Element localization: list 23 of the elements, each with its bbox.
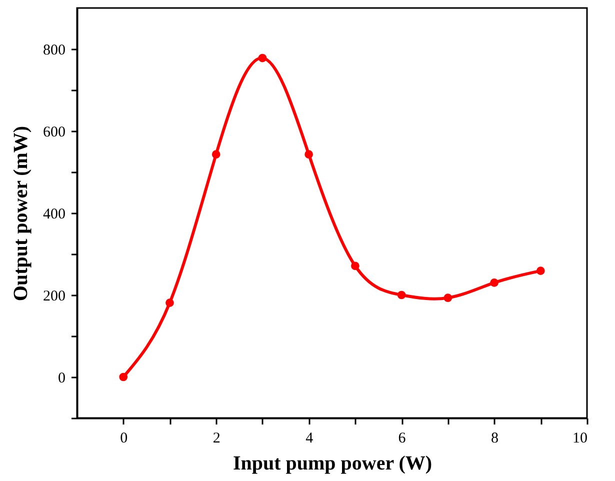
x-tick-label: 8 [491, 430, 499, 446]
y-tick-label: 200 [43, 288, 66, 304]
point [258, 54, 267, 62]
point [166, 298, 174, 307]
x-tick-label: 0 [120, 430, 128, 446]
point [397, 290, 406, 300]
y-tick-label: 600 [43, 124, 66, 140]
point [351, 262, 360, 270]
point [304, 150, 313, 159]
point [490, 278, 498, 287]
point [536, 266, 545, 275]
x-axis-title: Input pump power (W) [232, 452, 432, 474]
y-tick-label: 0 [58, 370, 66, 386]
x-tick-label: 10 [572, 430, 588, 446]
point [444, 294, 452, 302]
x-tick-label: 2 [212, 430, 220, 446]
y-tick-label: 800 [43, 42, 66, 58]
point [212, 150, 220, 159]
x-tick-label: 6 [398, 430, 406, 446]
x-tick-label: 4 [306, 430, 314, 446]
y-axis-title: Output power (mW) [10, 126, 32, 302]
point [119, 372, 128, 382]
y-tick-label: 400 [43, 206, 66, 222]
